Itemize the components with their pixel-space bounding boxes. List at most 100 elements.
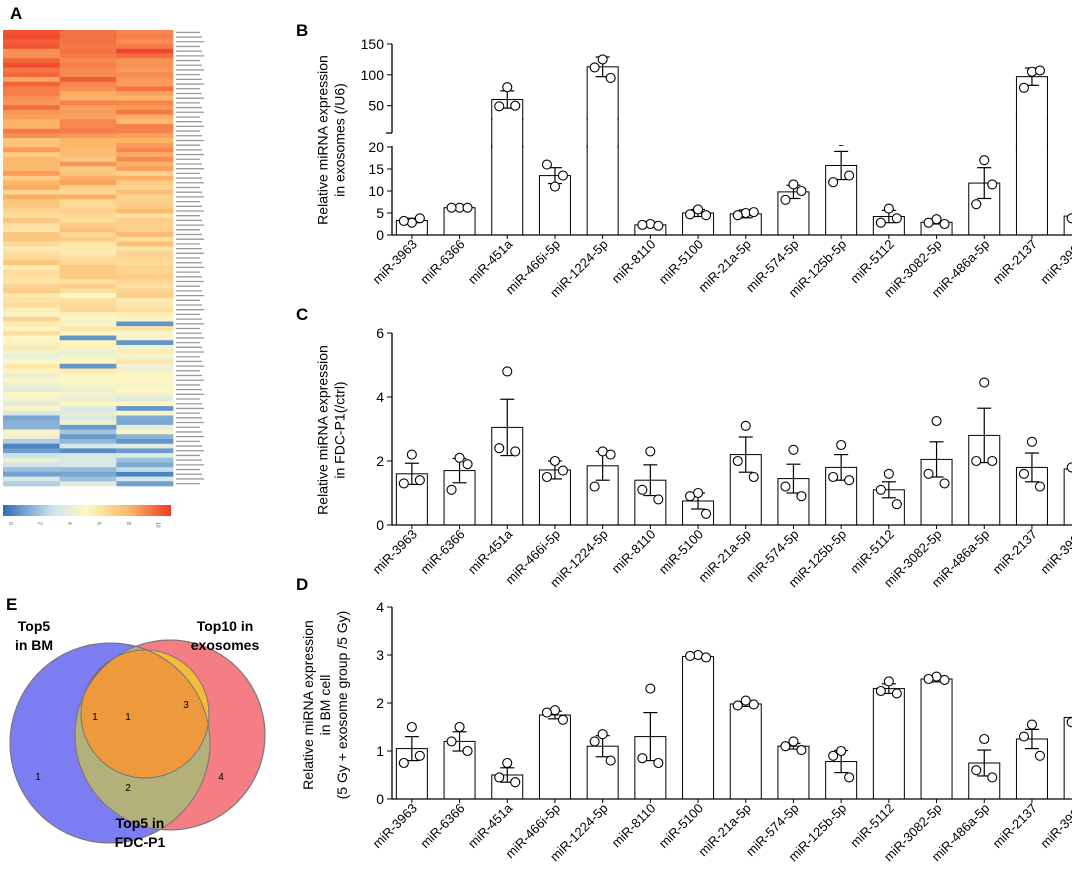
heatmap-cell (3, 283, 60, 289)
y-tick-label: 15 (368, 161, 384, 177)
heatmap-cell (3, 39, 60, 45)
heatmap-cell (3, 481, 60, 487)
heatmap-cell (59, 434, 117, 440)
heatmap-cell (3, 429, 60, 435)
panel-b-letter: B (296, 21, 308, 40)
data-point (502, 366, 513, 377)
data-point (605, 72, 616, 83)
heatmap-cell (116, 335, 174, 341)
data-point (939, 478, 950, 489)
heatmap-cell (116, 326, 174, 332)
heatmap-cell (116, 434, 174, 440)
bar (1015, 76, 1048, 236)
data-point (987, 455, 998, 467)
y-tick-label: 0 (376, 227, 384, 243)
colorbar-tick-label: 8 (125, 522, 131, 525)
data-point (780, 741, 791, 752)
x-tick-label: miR-2137 (990, 801, 1040, 851)
heatmap-cell (3, 359, 60, 365)
data-point (637, 753, 648, 764)
data-point (692, 204, 704, 215)
heatmap-cell (59, 142, 117, 148)
bar (538, 714, 571, 800)
data-point (979, 733, 990, 745)
heatmap-cell (3, 462, 60, 468)
heatmap-cell (116, 114, 174, 120)
data-point (891, 499, 902, 510)
heatmap-cell (59, 161, 117, 167)
heatmap-cell (116, 297, 174, 303)
data-point (1066, 717, 1072, 728)
heatmap-cell (116, 180, 174, 186)
heatmap-cell (59, 471, 117, 477)
heatmap-cell (59, 297, 117, 303)
heatmap-cell (3, 391, 60, 397)
heatmap-cell (3, 156, 60, 162)
heatmap-cell (59, 438, 117, 444)
heatmap-cell (3, 44, 60, 50)
heatmap-cell (3, 109, 60, 115)
y-tick-label: 4 (376, 599, 384, 615)
heatmap-cell (3, 438, 60, 444)
venn-label-fdc-1: Top5 in (116, 815, 165, 831)
heatmap-cell (116, 109, 174, 115)
data-point (796, 491, 807, 502)
heatmap-cell (59, 265, 117, 271)
heatmap-cell (3, 274, 60, 280)
heatmap-cell (116, 312, 174, 318)
data-point (684, 650, 696, 662)
panel-d: D 01234miR-3963miR-6366miR-451amiR-466i-… (296, 575, 1072, 864)
heatmap-cell (116, 53, 174, 59)
data-point (446, 202, 457, 213)
heatmap-cell (3, 363, 60, 369)
heatmap-cell (116, 467, 174, 473)
colorbar-ticks: 0 2 4 6 8 10 (7, 522, 161, 528)
heatmap-cell (59, 373, 117, 379)
heatmap-cell (59, 420, 117, 426)
heatmap-cell (3, 199, 60, 205)
heatmap-cell (116, 471, 174, 477)
heatmap-cell (3, 406, 60, 412)
heatmap-cell (116, 185, 174, 191)
heatmap-cell (3, 222, 60, 228)
heatmap-cell (59, 119, 117, 125)
data-point (748, 471, 759, 483)
y-tick-label: 20 (368, 139, 384, 155)
heatmap-cell (116, 274, 174, 280)
heatmap-cell (59, 316, 117, 322)
heatmap-cell (116, 396, 174, 402)
heatmap-cell (116, 156, 174, 162)
data-point (875, 685, 886, 697)
data-point (462, 202, 473, 213)
data-point (923, 217, 934, 228)
venn-count-center: 1 (125, 712, 131, 723)
data-point (414, 750, 425, 761)
heatmap-cell (59, 81, 117, 87)
heatmap-cell (3, 213, 60, 219)
heatmap-cell (116, 255, 174, 261)
data-point (462, 745, 473, 757)
data-point (605, 755, 616, 766)
panel-c-letter: C (296, 305, 308, 324)
data-point (780, 481, 791, 492)
venn-count-bm-exo: 1 (92, 712, 98, 723)
data-point (987, 772, 998, 783)
bar (1063, 468, 1072, 526)
heatmap-cell (59, 382, 117, 388)
heatmap-cell (116, 189, 174, 195)
x-tick-label: miR-8110 (609, 801, 659, 851)
heatmap-cell (3, 265, 60, 271)
y-tick-label: 0 (376, 517, 384, 533)
heatmap-cell (116, 34, 174, 40)
y-tick-label: 2 (376, 453, 384, 469)
heatmap-cell (116, 91, 174, 97)
heatmap-cell (3, 161, 60, 167)
heatmap-cell (59, 39, 117, 45)
data-point (406, 721, 417, 733)
colorbar-tick-label: 4 (66, 522, 72, 525)
heatmap-cell (116, 344, 174, 350)
heatmap-cell (3, 387, 60, 393)
heatmap-cell (3, 434, 60, 440)
data-point (510, 446, 521, 457)
heatmap-cell (59, 218, 117, 224)
